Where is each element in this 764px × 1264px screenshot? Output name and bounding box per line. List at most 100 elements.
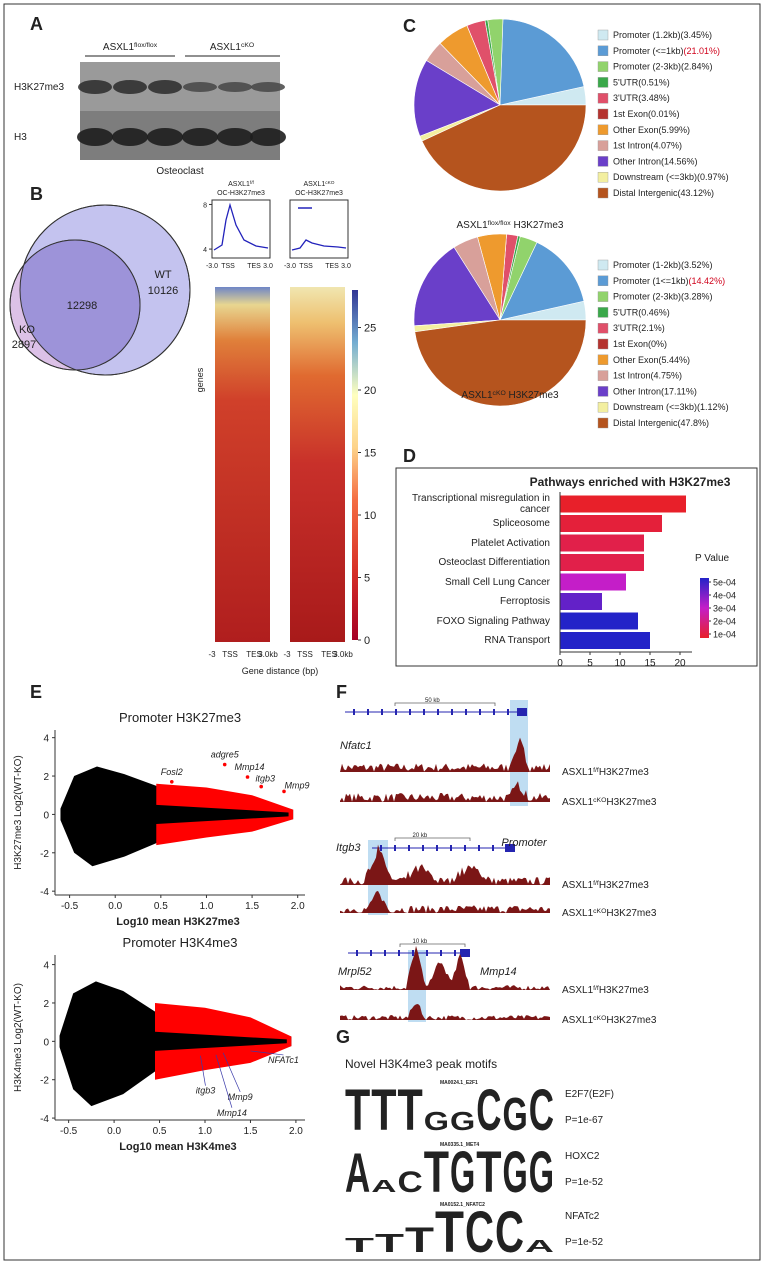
chart-title: ASXL1flox/flox H3K27me3 [457, 220, 564, 232]
point-label: adgre5 [211, 750, 240, 760]
highlight-point [222, 762, 227, 767]
value-label: (2.84%) [681, 62, 713, 72]
blot-band [183, 82, 217, 92]
x-tick-label: 0.0 [108, 901, 122, 912]
value-label: (17.11%) [661, 386, 697, 396]
x-tick-label: TSS [297, 650, 313, 659]
motif-letter: G [450, 1140, 475, 1205]
x-axis-label: Gene distance (bp) [242, 666, 319, 676]
motif-letter: T [435, 1200, 464, 1264]
label-part: ASXL1 [228, 181, 250, 188]
exon [353, 709, 355, 715]
value-label: (3.48%) [638, 93, 670, 103]
value-label: (0.51%) [638, 77, 670, 87]
point-label: Fosl2 [161, 767, 183, 777]
point-cloud [59, 981, 292, 1107]
x-tick-label: 0.0 [107, 1126, 121, 1137]
leader-line [215, 1054, 233, 1108]
exon [370, 950, 372, 956]
legend-swatch [597, 323, 609, 334]
label-part: ASXL1 [562, 1015, 594, 1026]
colorbar-tick-label: 3e-04 [713, 604, 736, 614]
y-tick-label: 0 [43, 810, 49, 821]
legend-entry: Downstream (<=3kb)(1.12%) [613, 402, 729, 412]
legend-swatch [597, 259, 609, 271]
x-tick-label: 10 [614, 658, 626, 669]
label-part: flox/flox [134, 42, 158, 49]
legend-swatch [597, 61, 609, 72]
promoter-label: Promoter [501, 837, 548, 849]
legend-label: Distal Intergenic [613, 418, 678, 428]
label-part: f/f [593, 767, 599, 774]
exon [356, 950, 358, 956]
label-part: cKO [593, 1015, 606, 1022]
legend-label: 3'UTR [613, 93, 639, 103]
profile-x-label: -3.0 [206, 263, 218, 270]
legend-label: Promoter (1-2kb) [613, 260, 681, 270]
exon [460, 949, 470, 957]
legend-entry: Promoter (1-2kb)(3.52%) [613, 260, 713, 270]
legend-swatch [597, 124, 609, 136]
sample-label: ASXL1f/fH3K27me3 [562, 985, 649, 997]
x-tick-label: 5 [587, 658, 593, 669]
label-part: H3K27me3 [599, 880, 649, 891]
legend-entry: 3'UTR(3.48%) [613, 93, 670, 103]
y-tick-label: 2 [43, 772, 49, 783]
motif-letter: T [345, 1235, 375, 1257]
leader-line [222, 1052, 241, 1092]
label-part: H3K27me3 [606, 797, 656, 808]
chart-title: Promoter H3K4me3 [123, 935, 238, 950]
colorbar-tick-label: 15 [364, 448, 376, 460]
legend-swatch [597, 291, 609, 302]
label-part: f/f [593, 880, 599, 887]
x-tick-label: 3.0kb [258, 650, 278, 659]
motif-letter: G [529, 1140, 554, 1205]
label-part: f/f [593, 985, 599, 992]
x-tick-label: -0.5 [60, 1126, 78, 1137]
y-tick-label: -2 [40, 1076, 49, 1087]
scale-bar [394, 702, 496, 706]
legend-label: Promoter (2-3kb) [613, 62, 681, 72]
exon [436, 845, 438, 851]
legend-entry: Promoter (1.2kb)(3.45%) [613, 30, 712, 40]
point-label: itgb3 [196, 1086, 216, 1096]
exon [507, 709, 509, 715]
exon [412, 950, 414, 956]
motif-letter: A [371, 1176, 397, 1196]
profile-x-label: TSS [221, 263, 235, 270]
coverage-track [340, 781, 550, 802]
pie-slice [499, 18, 585, 106]
legend-entry: Promoter (1<=1kb)(14.42%) [613, 276, 725, 286]
label-part: ASXL1 [562, 767, 594, 778]
gene-label: Mrpl52 [338, 966, 372, 978]
colorbar-tick-label: 25 [364, 323, 376, 335]
highlight-point [259, 784, 264, 789]
gene-label: Nfatc1 [340, 740, 372, 752]
legend-entry: Promoter (2-3kb)(3.28%) [613, 292, 713, 302]
value-label: (5.44%) [659, 355, 691, 365]
exon [380, 845, 382, 851]
value-label: (5.99%) [659, 125, 691, 135]
legend-label: Other Intron [613, 386, 661, 396]
category-label: Platelet Activation [471, 537, 550, 549]
legend-swatch [597, 29, 609, 41]
exon [394, 845, 396, 851]
highlight-point [245, 775, 250, 779]
legend-entry: Promoter (<=1kb)(21.01%) [613, 46, 720, 56]
label-part: cKO [493, 390, 506, 397]
pie-slice [421, 104, 587, 192]
pie-slice [413, 60, 501, 137]
legend-swatch [597, 45, 609, 56]
bar [560, 534, 644, 552]
exon [437, 709, 439, 715]
motif-id: MA0335.1_MET4 [440, 1142, 479, 1148]
legend-label: Promoter (1<=1kb) [613, 276, 689, 286]
profile-x-label: -3.0 [284, 263, 296, 270]
exon [381, 709, 383, 715]
sample-label: ASXL1cKOH3K27me3 [562, 908, 657, 920]
x-tick-label: 2.0 [291, 901, 305, 912]
motif-letter: C [476, 1078, 501, 1143]
blot-band [250, 128, 286, 146]
motif-p-value: P=1e-67 [565, 1115, 604, 1126]
